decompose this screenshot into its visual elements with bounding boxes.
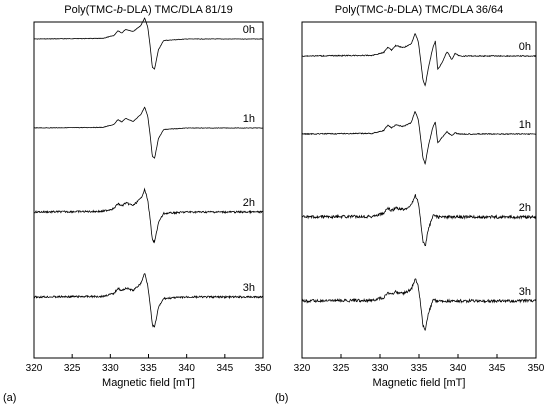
series-line-2h xyxy=(33,187,264,244)
title-prefix: Poly(TMC- xyxy=(64,4,117,16)
chart-title: Poly(TMC-b-DLA) TMC/DLA 36/64 xyxy=(335,4,504,16)
x-tick-label: 330 xyxy=(372,363,389,374)
series-label-1h: 1h xyxy=(243,113,255,125)
title-prefix: Poly(TMC- xyxy=(335,4,388,16)
title-suffix: -DLA) TMC/DLA 36/64 xyxy=(393,4,503,16)
x-tick-label: 335 xyxy=(140,363,157,374)
title-italic: b xyxy=(387,4,393,16)
series-label-1h: 1h xyxy=(519,119,531,131)
plot-frame xyxy=(301,21,537,359)
series-line-3h xyxy=(301,278,537,332)
plot-frame xyxy=(33,21,264,359)
x-axis-label: Magnetic field [mT] xyxy=(102,377,195,389)
x-tick-label: 345 xyxy=(489,363,506,374)
panel-label: (b) xyxy=(275,392,288,404)
series-line-0h xyxy=(301,33,537,87)
chart-title: Poly(TMC-b-DLA) TMC/DLA 81/19 xyxy=(64,4,233,16)
series-label-3h: 3h xyxy=(519,286,531,298)
x-tick-label: 340 xyxy=(178,363,195,374)
series-line-1h xyxy=(34,106,264,159)
x-tick-label: 320 xyxy=(26,363,43,374)
x-tick-label: 335 xyxy=(411,363,428,374)
x-tick-label: 320 xyxy=(294,363,311,374)
panel-label: (a) xyxy=(3,392,16,404)
series-line-1h xyxy=(301,111,537,165)
title-suffix: -DLA) TMC/DLA 81/19 xyxy=(123,4,233,16)
title-italic: b xyxy=(117,4,123,16)
x-tick-label: 325 xyxy=(64,363,81,374)
x-tick-label: 325 xyxy=(333,363,350,374)
x-axis-label: Magnetic field [mT] xyxy=(373,377,466,389)
series-label-2h: 2h xyxy=(519,202,531,214)
series-label-3h: 3h xyxy=(243,282,255,294)
series-label-0h: 0h xyxy=(243,24,255,36)
series-line-2h xyxy=(301,194,537,247)
series-label-0h: 0h xyxy=(519,41,531,53)
x-tick-label: 345 xyxy=(216,363,233,374)
panel-a: Poly(TMC-b-DLA) TMC/DLA 81/19 320 325 330 33… xyxy=(3,4,272,404)
series-line-0h xyxy=(34,17,264,70)
x-tick-label: 330 xyxy=(102,363,119,374)
x-tick-label: 340 xyxy=(450,363,467,374)
panel-b: Poly(TMC-b-DLA) TMC/DLA 36/64 320 325 330 33… xyxy=(275,4,545,404)
x-tick-label: 350 xyxy=(528,363,545,374)
series-line-3h xyxy=(33,273,264,328)
x-tick-label: 350 xyxy=(255,363,272,374)
series-label-2h: 2h xyxy=(243,197,255,209)
